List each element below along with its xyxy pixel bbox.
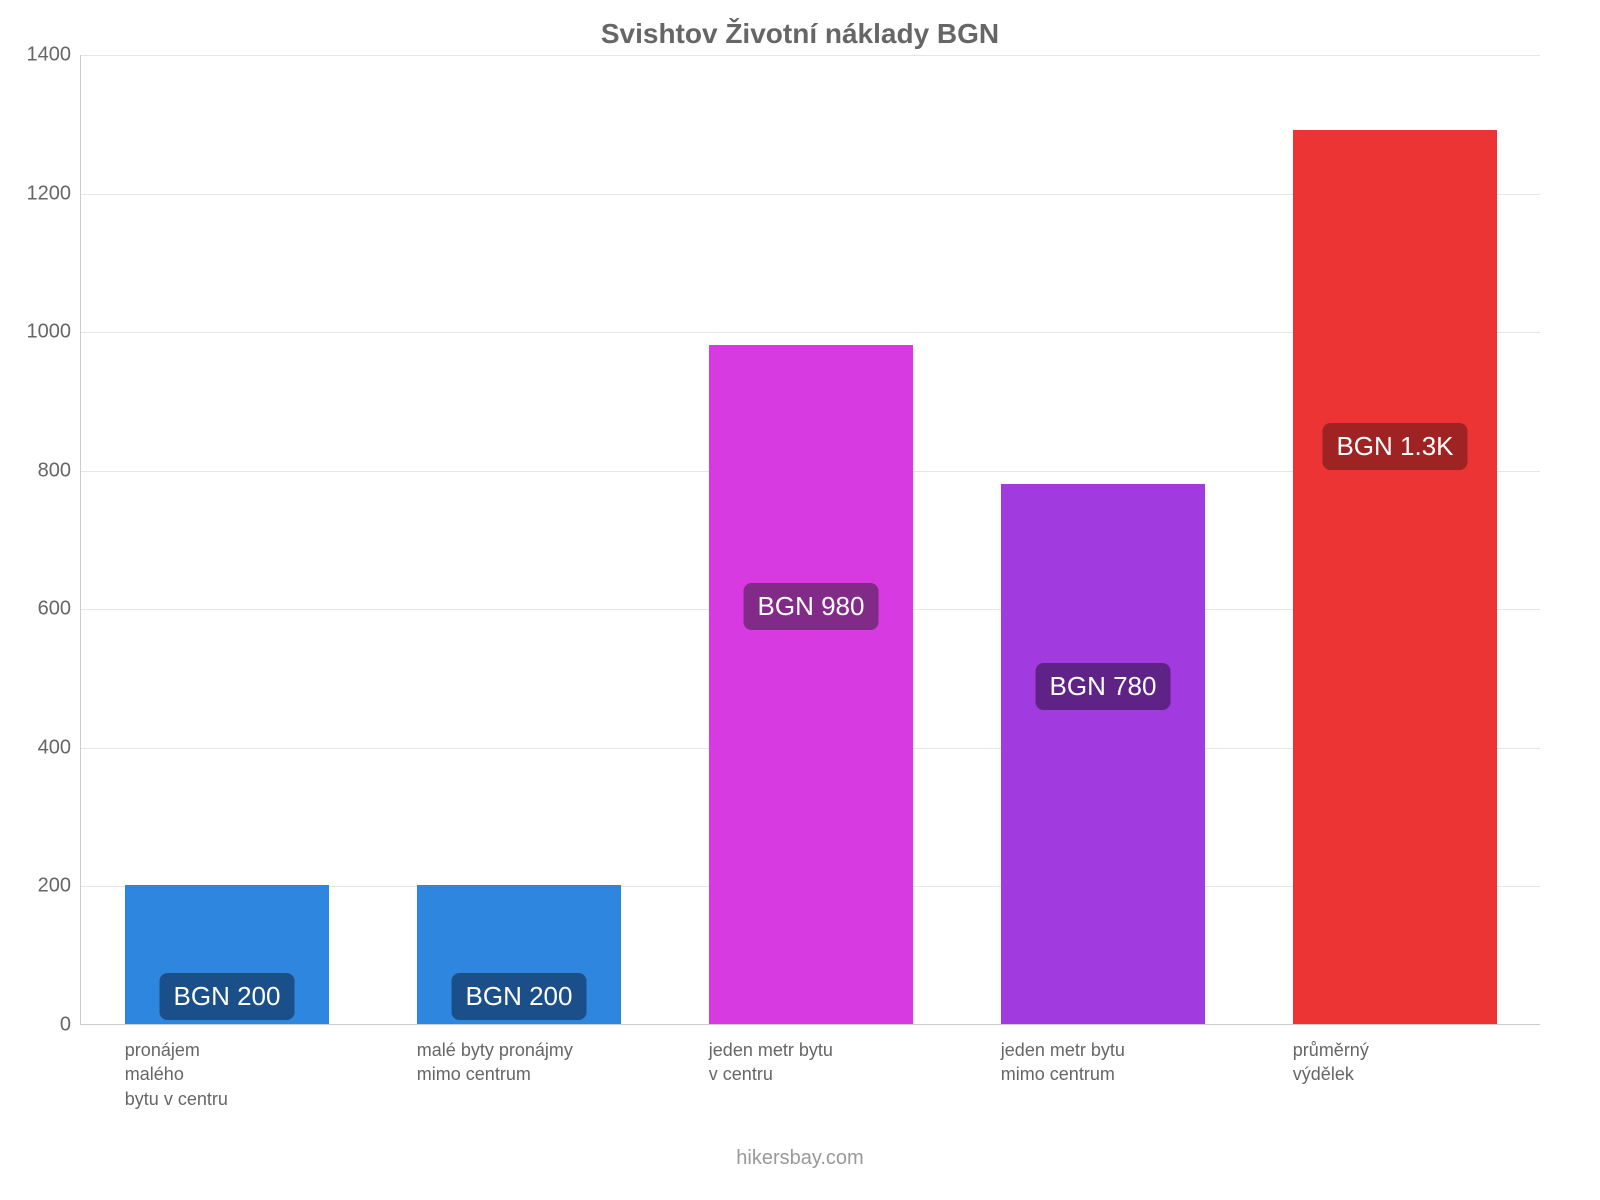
y-tick-label: 800 <box>38 459 81 482</box>
chart-container: Svishtov Životní náklady BGN 02004006008… <box>0 0 1600 1200</box>
bar-value-label: BGN 1.3K <box>1322 423 1467 470</box>
y-tick-label: 200 <box>38 875 81 898</box>
bar-value-label: BGN 200 <box>160 973 295 1020</box>
y-tick-label: 400 <box>38 736 81 759</box>
y-tick-label: 1000 <box>27 321 82 344</box>
footer-attribution: hikersbay.com <box>0 1147 1600 1170</box>
bar <box>709 345 913 1024</box>
y-tick-label: 0 <box>60 1014 81 1037</box>
plot-area: 0200400600800100012001400BGN 200pronájem… <box>80 55 1540 1025</box>
bar-value-label: BGN 200 <box>452 973 587 1020</box>
y-tick-label: 600 <box>38 598 81 621</box>
bar <box>1293 130 1497 1024</box>
gridline <box>81 55 1540 56</box>
x-category-label: pronájem malého bytu v centru <box>125 1038 329 1111</box>
bar <box>1001 484 1205 1024</box>
bar-value-label: BGN 780 <box>1036 663 1171 710</box>
x-category-label: jeden metr bytu mimo centrum <box>1001 1038 1205 1087</box>
y-tick-label: 1400 <box>27 44 82 67</box>
chart-title: Svishtov Životní náklady BGN <box>0 18 1600 50</box>
x-category-label: malé byty pronájmy mimo centrum <box>417 1038 621 1087</box>
x-category-label: průměrný výdělek <box>1293 1038 1497 1087</box>
bar-value-label: BGN 980 <box>744 583 879 630</box>
x-category-label: jeden metr bytu v centru <box>709 1038 913 1087</box>
y-tick-label: 1200 <box>27 182 82 205</box>
